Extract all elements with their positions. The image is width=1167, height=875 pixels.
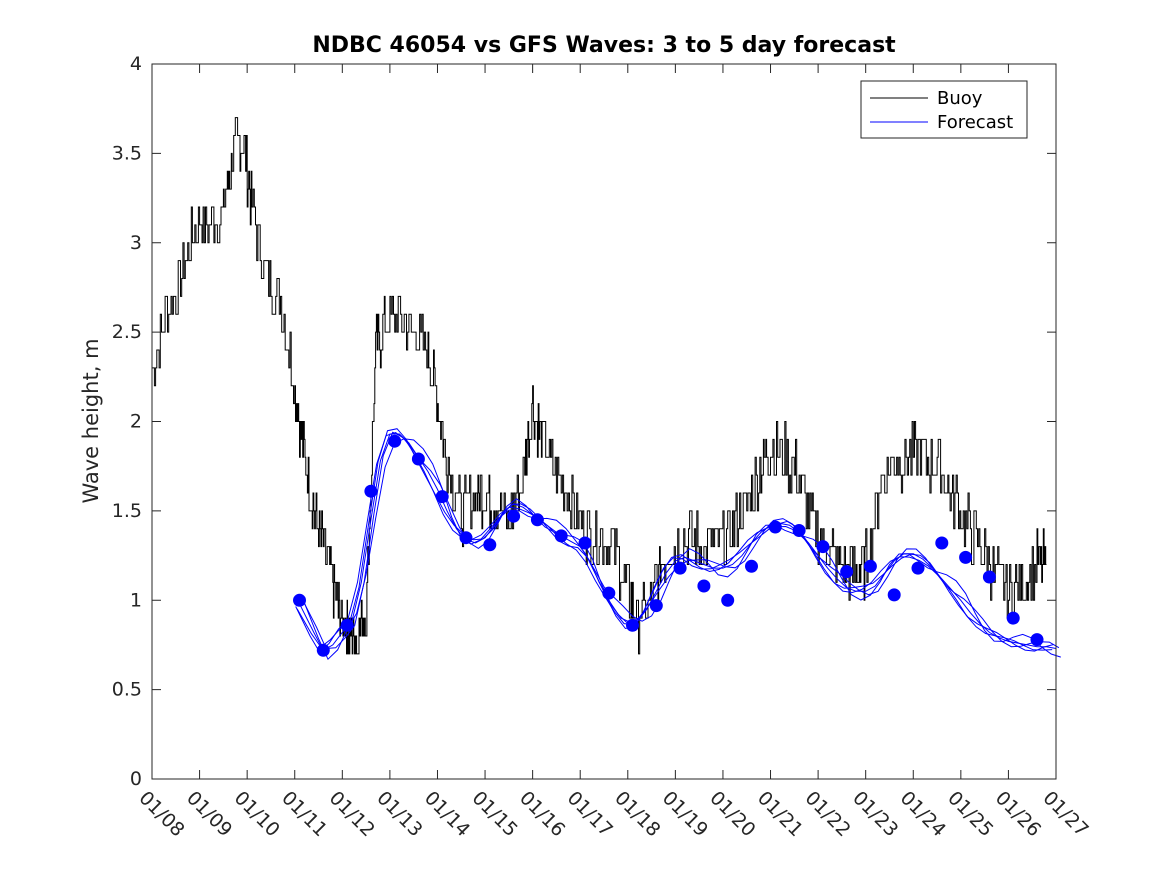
- series-line-forecast-4: [303, 438, 1061, 661]
- legend-label-forecast: Forecast: [937, 112, 1013, 133]
- x-tick-label: 01/22: [801, 787, 855, 841]
- x-tick-label: 01/19: [658, 787, 712, 841]
- y-tick-label: 1.5: [112, 500, 142, 522]
- y-tick-label: 4: [130, 53, 142, 75]
- x-tick-label: 01/24: [896, 787, 950, 841]
- forecast-marker: [340, 618, 354, 632]
- forecast-marker: [959, 550, 973, 564]
- forecast-marker: [911, 561, 925, 575]
- x-tick-label: 01/14: [420, 787, 474, 841]
- forecast-marker: [602, 586, 616, 600]
- forecast-marker: [435, 490, 449, 504]
- forecast-marker: [411, 452, 425, 466]
- x-tick-label: 01/21: [753, 787, 807, 841]
- x-tick-label: 01/17: [563, 787, 617, 841]
- y-tick-label: 0.5: [112, 679, 142, 701]
- y-axis: 0 0.5 1 1.5 2 2.5 3 3.5 4: [112, 53, 1056, 790]
- plot-area: [152, 64, 1056, 779]
- forecast-marker: [483, 538, 497, 552]
- forecast-marker: [388, 434, 402, 448]
- forecast-marker: [863, 559, 877, 573]
- x-tick-label: 01/25: [943, 787, 997, 841]
- legend-box: [860, 80, 1028, 139]
- x-tick-label: 01/26: [991, 787, 1045, 841]
- legend-label-buoy: Buoy: [937, 88, 983, 109]
- forecast-marker: [507, 509, 521, 523]
- forecast-marker: [887, 588, 901, 602]
- forecast-marker: [626, 618, 639, 632]
- series-line-forecast-3: [296, 428, 1054, 652]
- plot-series: [152, 117, 1061, 661]
- y-tick-label: 2: [130, 411, 142, 433]
- y-tick-label: 0: [130, 768, 142, 790]
- forecast-marker: [578, 536, 592, 550]
- x-tick-label: 01/18: [610, 787, 664, 841]
- forecast-marker: [721, 593, 735, 607]
- series-line-buoy: [152, 117, 1047, 655]
- y-tick-label: 3.5: [112, 142, 142, 164]
- chart-title: NDBC 46054 vs GFS Waves: 3 to 5 day fore…: [312, 33, 896, 58]
- forecast-marker: [935, 536, 949, 550]
- legend: Buoy Forecast: [860, 80, 1028, 139]
- y-tick-label: 2.5: [112, 321, 142, 343]
- forecast-marker: [792, 524, 806, 537]
- forecast-marker: [364, 484, 378, 498]
- y-tick-label: 1: [130, 589, 142, 611]
- x-tick-label: 01/27: [1038, 787, 1092, 841]
- x-tick-label: 01/23: [848, 787, 902, 841]
- forecast-marker: [459, 531, 473, 545]
- forecast-marker: [1006, 611, 1020, 625]
- forecast-marker: [673, 561, 687, 575]
- forecast-marker: [554, 529, 568, 543]
- x-tick-label: 01/08: [134, 787, 188, 841]
- y-tick-label: 3: [130, 232, 142, 254]
- forecast-marker: [982, 570, 996, 584]
- y-axis-label: Wave height, m: [79, 338, 103, 503]
- forecast-marker: [293, 593, 306, 607]
- forecast-marker: [816, 540, 830, 554]
- x-tick-label: 01/10: [230, 787, 284, 841]
- forecast-marker: [316, 643, 330, 657]
- x-tick-label: 01/12: [325, 787, 379, 841]
- forecast-marker: [649, 599, 663, 613]
- x-tick-label: 01/16: [515, 787, 569, 841]
- series-line-forecast-5: [295, 431, 1053, 653]
- forecast-marker: [1030, 633, 1044, 647]
- forecast-marker: [530, 513, 544, 527]
- x-tick-label: 01/13: [372, 787, 426, 841]
- x-tick-label: 01/15: [468, 787, 522, 841]
- forecast-marker: [840, 565, 854, 579]
- forecast-marker: [697, 579, 711, 593]
- x-tick-label: 01/11: [277, 787, 331, 841]
- forecast-marker: [768, 520, 782, 534]
- forecast-marker: [745, 559, 758, 573]
- x-tick-label: 01/20: [705, 787, 759, 841]
- x-tick-label: 01/09: [182, 787, 236, 841]
